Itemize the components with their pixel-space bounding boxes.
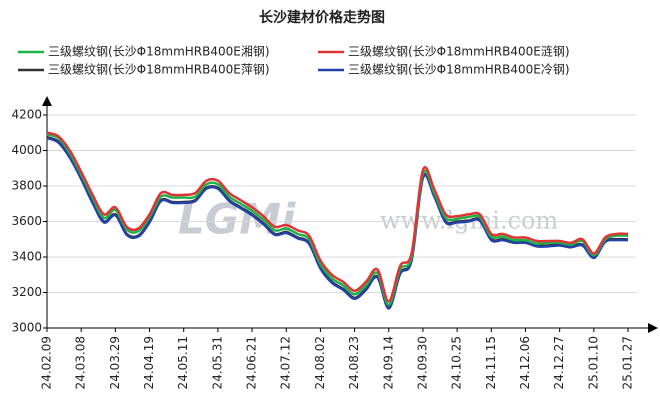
y-tick-label: 4000 [11,143,42,157]
y-tick-label: 3800 [11,179,42,193]
y-tick-label: 3400 [11,250,42,264]
series-line [46,133,629,307]
x-tick-label: 24.08.23 [347,336,361,389]
y-tick-label: 3000 [11,321,42,335]
x-tick-label: 24.02.09 [40,336,54,389]
series-line [46,136,629,310]
chart-title: 长沙建材价格走势图 [259,9,385,26]
x-tick-label: 24.04.19 [142,336,156,389]
x-tick-label: 24.10.25 [450,336,464,389]
x-axis-arrow [648,323,658,333]
x-tick-label: 25.01.27 [621,336,635,389]
legend-label: 三级螺纹钢(长沙Φ18mmHRB400E涟钢) [348,44,570,59]
x-tick-label: 24.03.08 [74,336,88,389]
legend-label: 三级螺纹钢(长沙Φ18mmHRB400E萍钢) [48,63,270,77]
y-tick-label: 4200 [11,108,42,122]
x-tick-label: 24.03.29 [108,336,122,389]
legend-label: 三级螺纹钢(长沙Φ18mmHRB400E冷钢) [348,63,570,77]
x-tick-label: 24.09.30 [415,336,429,389]
x-tick-label: 24.08.02 [313,336,327,389]
legend-label: 三级螺纹钢(长沙Φ18mmHRB400E湘钢) [48,44,270,59]
x-tick-label: 24.09.14 [381,336,395,389]
x-tick-label: 24.12.06 [518,336,532,389]
x-tick-label: 24.06.21 [245,336,259,389]
x-tick-label: 24.05.31 [210,336,224,389]
x-tick-label: 24.05.11 [176,336,190,389]
y-tick-label: 3200 [11,285,42,299]
y-axis-arrow [42,96,52,106]
x-tick-label: 24.12.27 [552,336,566,389]
x-tick-label: 24.07.12 [279,336,293,389]
x-tick-label: 24.11.15 [484,336,498,389]
series-line [46,131,629,303]
x-tick-label: 25.01.10 [586,336,600,389]
y-tick-label: 3600 [11,214,42,228]
